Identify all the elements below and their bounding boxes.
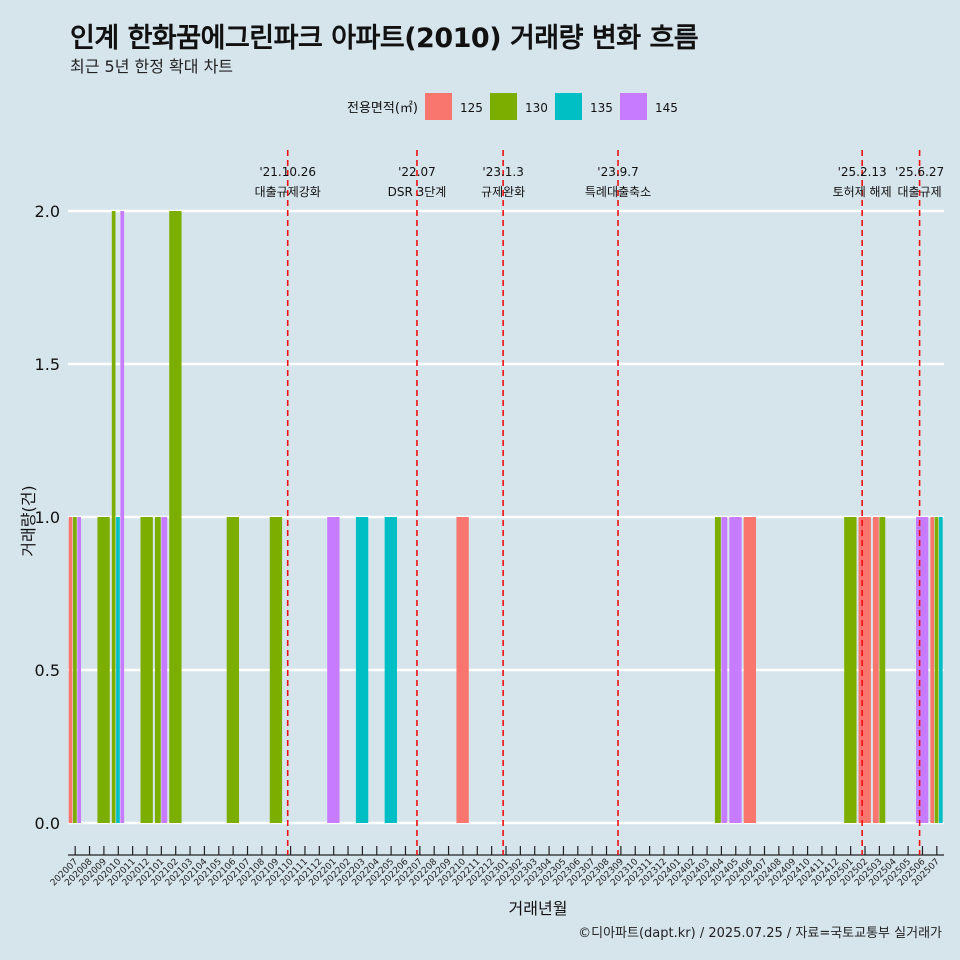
bar-202007-125 [68,517,73,823]
legend-title: 전용면적(㎡) [347,101,418,116]
bar-202010-145 [120,211,125,823]
bar-202506-145 [915,517,929,823]
event-name-label: 대출규제강화 [255,185,321,199]
bar-202009-130 [97,517,110,823]
bar-202404-130 [714,517,721,823]
bar-202010-130 [111,211,116,823]
bar-202007-145 [77,517,82,823]
bar-202205-135 [384,517,397,823]
bar-202501-130 [844,517,857,823]
event-name-label: 토허제 해제 [833,185,892,199]
bar-202010-135 [116,517,120,823]
bar-202405-145 [729,517,742,823]
bar-202503-130 [879,517,886,823]
bar-202201-145 [327,517,340,823]
bar-202210-125 [456,517,469,823]
event-date-label: '23.9.7 [597,165,638,179]
bar-202507-130 [934,517,939,823]
legend-swatch-145 [620,93,647,120]
event-name-label: 규제완화 [481,185,525,199]
event-date-label: '21.10.26 [259,165,316,179]
legend-swatch-135 [555,93,582,120]
y-tick-label: 1.0 [35,508,60,527]
bar-202502-125 [858,517,871,823]
y-tick-label: 0.5 [35,661,60,680]
bar-202109-130 [269,517,283,823]
legend-label-135: 135 [590,101,613,115]
event-date-label: '25.2.13 [838,165,887,179]
event-name-label: 대출규제 [898,185,942,199]
bar-202406-125 [743,517,756,823]
chart-title: 인계 한화꿈에그린파크 아파트(2010) 거래량 변화 흐름 [70,23,699,54]
bar-202507-135 [938,517,943,823]
legend-label-125: 125 [460,101,483,115]
event-name-label: DSR 3단계 [388,185,447,199]
bar-202101-145 [161,517,168,823]
event-name-label: 특례대출축소 [585,185,651,199]
bar-202503-125 [872,517,879,823]
bar-202101-130 [154,517,161,823]
y-tick-label: 0.0 [35,814,60,833]
bar-202007-130 [73,517,77,823]
event-date-label: '23.1.3 [482,165,523,179]
bar-202507-125 [930,517,935,823]
bar-202102-130 [169,211,182,823]
y-axis-title: 거래량(건) [19,485,38,556]
bar-202203-135 [355,517,369,823]
source-caption: ©디아파트(dapt.kr) / 2025.07.25 / 자료=국토교통부 실… [578,926,942,941]
legend-label-145: 145 [655,101,678,115]
x-axis-title: 거래년월 [509,899,568,918]
legend-label-130: 130 [525,101,548,115]
bar-202012-130 [140,517,153,823]
y-tick-label: 2.0 [35,202,60,221]
event-date-label: '22.07 [398,165,436,179]
legend-swatch-125 [425,93,452,120]
bar-202404-145 [721,517,728,823]
y-tick-label: 1.5 [35,355,60,374]
event-date-label: '25.6.27 [895,165,944,179]
chart-subtitle: 최근 5년 한정 확대 차트 [70,57,234,76]
legend-swatch-130 [490,93,517,120]
bar-202106-130 [226,517,240,823]
